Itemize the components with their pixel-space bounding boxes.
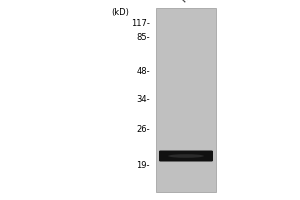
Text: 117-: 117- (131, 20, 150, 28)
Ellipse shape (168, 154, 204, 158)
FancyBboxPatch shape (159, 150, 213, 162)
Text: 26-: 26- (136, 126, 150, 134)
Text: 34-: 34- (136, 96, 150, 104)
FancyBboxPatch shape (156, 8, 216, 192)
Text: (kD): (kD) (111, 8, 129, 17)
Text: 48-: 48- (136, 68, 150, 76)
Text: 85-: 85- (136, 33, 150, 43)
Text: 19-: 19- (136, 162, 150, 170)
Text: HeLa: HeLa (180, 0, 201, 4)
